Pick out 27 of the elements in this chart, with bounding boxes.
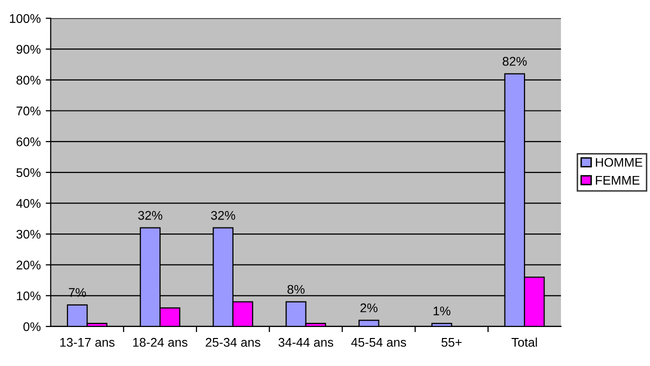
data-label: 8% [287,284,305,294]
y-tick-label: 60% [16,137,41,146]
y-tick-label: 20% [16,260,41,270]
data-label: 7% [68,288,86,297]
x-tick-label: 13-17 ans [60,338,114,347]
x-tick-label: 45-54 ans [351,338,406,347]
y-tick-label: 80% [16,76,41,85]
data-label: 32% [211,210,236,220]
y-tick-label: 100% [10,14,41,23]
y-tick-label: 50% [16,168,41,178]
x-tick-label: 55+ [442,338,462,347]
x-tick-label: 18-24 ans [133,338,188,347]
x-tick-label: 34-44 ans [278,338,334,347]
y-tick-label: 90% [16,44,41,54]
legend-label: HOMME [596,158,642,167]
y-tick-label: 30% [16,230,41,239]
y-tick-label: 10% [16,291,41,300]
data-label: 82% [502,56,527,66]
legend-label: FEMME [596,176,640,185]
y-tick-label: 0% [23,322,41,332]
data-label: 32% [138,210,162,220]
data-label: 2% [360,303,378,312]
data-label: 1% [434,306,450,316]
y-tick-label: 70% [16,106,41,116]
y-tick-label: 40% [16,199,41,208]
x-tick-label: 25-34 ans [206,338,260,347]
x-tick-label: Total [512,338,537,347]
